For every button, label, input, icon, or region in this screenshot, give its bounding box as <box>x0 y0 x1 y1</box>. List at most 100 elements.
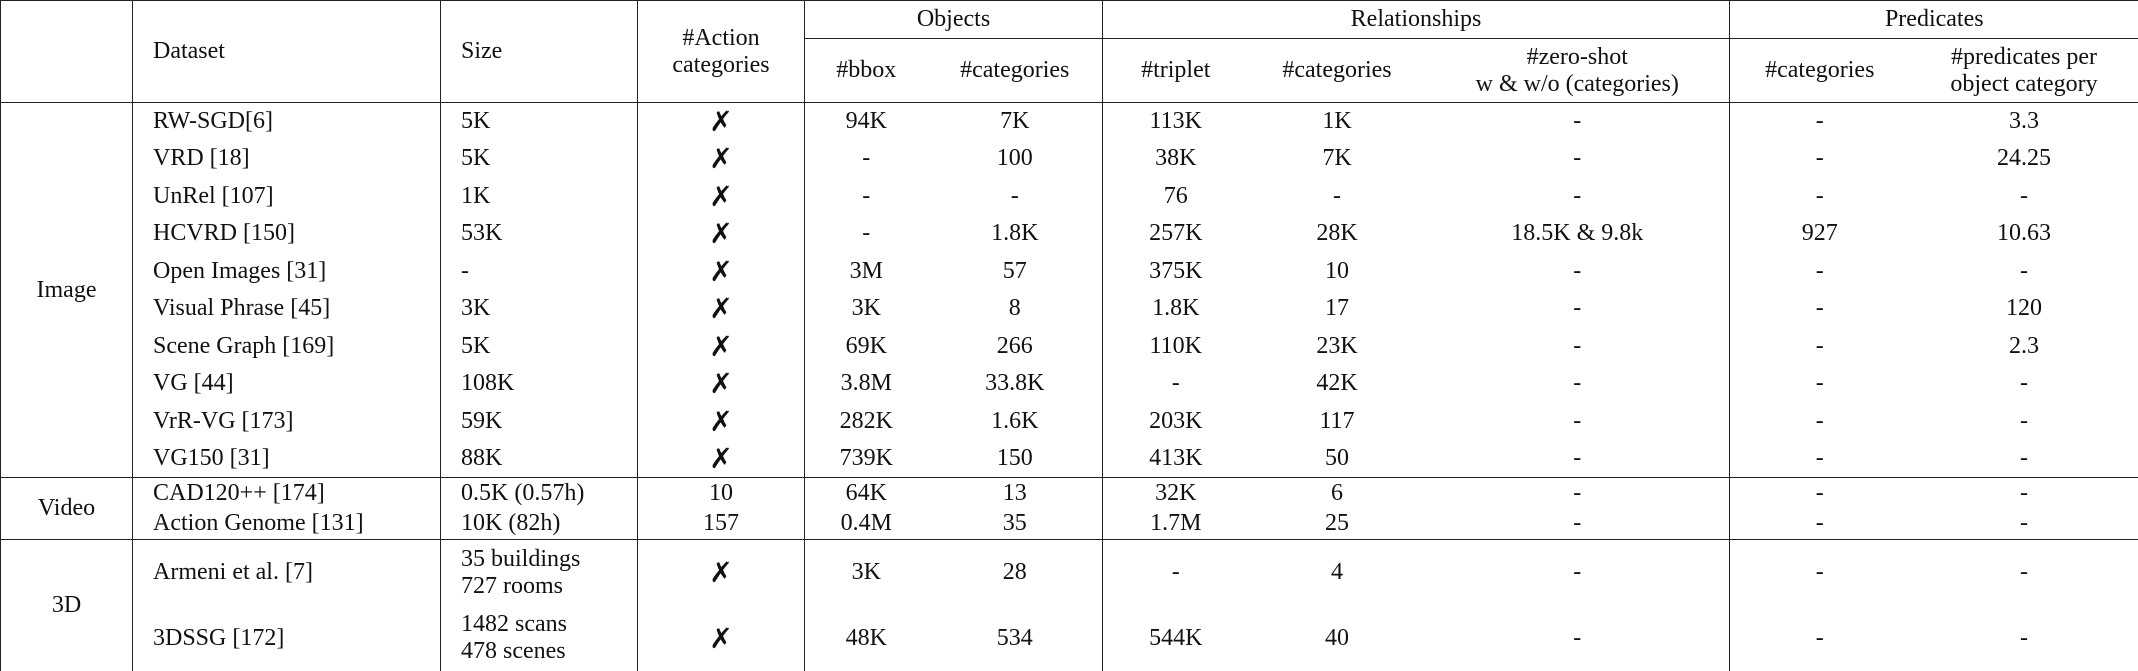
table-cell: 534 <box>927 605 1103 671</box>
table-cell: - <box>1425 327 1731 365</box>
column-header: Dataset <box>132 0 441 103</box>
table-cell: ✗ <box>637 365 805 403</box>
table-cell: 4 <box>1331 559 1343 586</box>
table-cell: 94K <box>845 108 887 135</box>
column-header: #categories <box>1729 38 1910 103</box>
table-header: Dataset Size #Action categories Objects Relat… <box>0 0 2138 103</box>
table-cell: 35 <box>927 508 1103 540</box>
table-cell: 57 <box>927 252 1103 290</box>
dataset-name: VG150 [31] <box>132 440 441 478</box>
column-header: #bbox <box>804 38 928 103</box>
table-cell: - <box>1909 440 2138 478</box>
dataset-name: 3DSSG [172] <box>132 605 441 671</box>
table-cell: - <box>1333 182 1341 209</box>
data-row: VG150 [31] 88K ✗ 739K 150 413K 50- - - <box>1 440 2138 478</box>
table-cell: 282K <box>839 407 893 434</box>
table-cell: 0.4M <box>804 508 928 540</box>
table-cell: - <box>440 252 638 290</box>
table-cell: - <box>2020 182 2029 209</box>
table-cell: - <box>1425 177 1731 215</box>
table-cell: - <box>1815 370 1824 397</box>
table-cell: 38K <box>1155 145 1197 172</box>
table-cell: 203K <box>1149 407 1203 434</box>
table-cell: - <box>1815 257 1824 284</box>
table-cell: 28K <box>1316 220 1358 247</box>
table-cell: - <box>1425 605 1731 671</box>
table-cell: ✗ <box>637 402 805 440</box>
table-cell: 59K <box>440 402 638 440</box>
table-cell: 88K <box>440 440 638 478</box>
table-cell: 13 <box>927 477 1103 509</box>
table-cell: 3.3 <box>2009 108 2040 135</box>
data-row: 3D Armeni et al. [7] 35 buildings 727 rooms… <box>0 539 2138 671</box>
dataset-name: Visual Phrase [45] <box>132 290 441 328</box>
table-cell: 7K <box>1322 145 1352 172</box>
table-cell: - <box>1425 508 1731 540</box>
table-cell: 3K <box>851 295 881 322</box>
table-cell: ✗ <box>637 327 805 365</box>
table-cell: 6 <box>1331 479 1343 506</box>
table-cell: - <box>1171 559 1180 586</box>
table-cell: 8 <box>927 290 1103 328</box>
cell-line: 727 rooms <box>461 572 563 599</box>
table-cell: - <box>1425 290 1731 328</box>
table-cell: - <box>1425 440 1731 478</box>
table-cell: 108K <box>440 365 638 403</box>
table-cell: 23K <box>1316 332 1358 359</box>
table-cell: 24.25 <box>1997 145 2052 172</box>
table-cell: 257K <box>1149 220 1203 247</box>
table-cell: - <box>1425 539 1731 606</box>
table-cell: 3K <box>440 290 638 328</box>
data-row: Open Images [31] - ✗ 3M 57 375K 10- - - <box>1 252 2138 290</box>
data-row: Visual Phrase [45] 3K ✗ 3K 8 1.8K 17- -120 <box>1 290 2138 328</box>
table-cell: 375K <box>1149 257 1203 284</box>
data-row: VG [44] 108K ✗ 3.8M 33.8K - 42K - - - <box>1 365 2138 403</box>
cell-line: w & w/o (categories) <box>1475 70 1679 97</box>
dataset-name: Scene Graph [169] <box>132 327 441 365</box>
data-row: Image RW-SGD[6] 5K ✗ 94K 7K 113K 1K - -3.3 <box>0 102 2138 478</box>
table-cell: 1K <box>1322 108 1352 135</box>
table-cell: ✗ <box>637 102 805 140</box>
table-cell: 10 <box>637 477 805 509</box>
dataset-name: Action Genome [131] <box>132 508 441 540</box>
table-cell: ✗ <box>637 440 805 478</box>
table-cell: 1.8K <box>1152 295 1200 322</box>
table-cell: 100 <box>927 140 1103 178</box>
dataset-name: VrR-VG [173] <box>132 402 441 440</box>
table-cell: 64K <box>845 479 887 506</box>
dataset-name: HCVRD [150] <box>132 215 441 253</box>
table-cell: 5K <box>440 102 638 140</box>
column-header: #zero-shot w & w/o (categories) <box>1425 38 1731 103</box>
table-cell: - <box>1815 332 1824 359</box>
data-row: 3DSSG [172] 1482 scans 478 scenes ✗ 48K 534 54… <box>1 605 2138 671</box>
table-cell: 2.3 <box>2009 332 2040 359</box>
table-cell: 5K <box>440 327 638 365</box>
table-cell: 5K <box>440 140 638 178</box>
table-cell: ✗ <box>637 605 805 671</box>
table-cell: - <box>1729 508 1910 540</box>
table-cell: - <box>1815 295 1824 322</box>
table-cell: - <box>1815 182 1824 209</box>
table-cell: 53K <box>440 215 638 253</box>
column-header: #predicates per object category <box>1909 38 2138 103</box>
table-cell: - <box>1729 440 1910 478</box>
data-row: Video CAD120++ [174] 0.5K (0.57h) 10 64K 13 32… <box>0 477 2138 540</box>
table-cell: - <box>1909 508 2138 540</box>
cell-line: 1482 scans <box>461 611 567 638</box>
table-cell: 1482 scans 478 scenes <box>440 605 638 671</box>
table-cell: 110K <box>1149 332 1202 359</box>
table-cell: - <box>1729 605 1910 671</box>
cell-line: 478 scenes <box>461 638 566 665</box>
table-cell: 17 <box>1325 295 1349 322</box>
group-header: Objects <box>804 0 1103 39</box>
table-cell: - <box>1425 102 1731 140</box>
table-cell: - <box>1425 140 1731 178</box>
data-row: VrR-VG [173] 59K ✗ 282K 1.6K 203K 117 - - - <box>1 402 2138 440</box>
table-cell: 739K <box>804 440 928 478</box>
cell-line: 35 buildings <box>461 545 581 572</box>
data-row: Action Genome [131] 10K (82h) 157 0.4M 35 1.7… <box>1 508 2138 540</box>
data-row: HCVRD [150] 53K ✗ - 1.8K 257K 28K 18.5K & 9.8k 9… <box>1 215 2138 253</box>
table-cell: 157 <box>637 508 805 540</box>
table-cell: 33.8K <box>927 365 1103 403</box>
table-cell: - <box>1425 252 1731 290</box>
